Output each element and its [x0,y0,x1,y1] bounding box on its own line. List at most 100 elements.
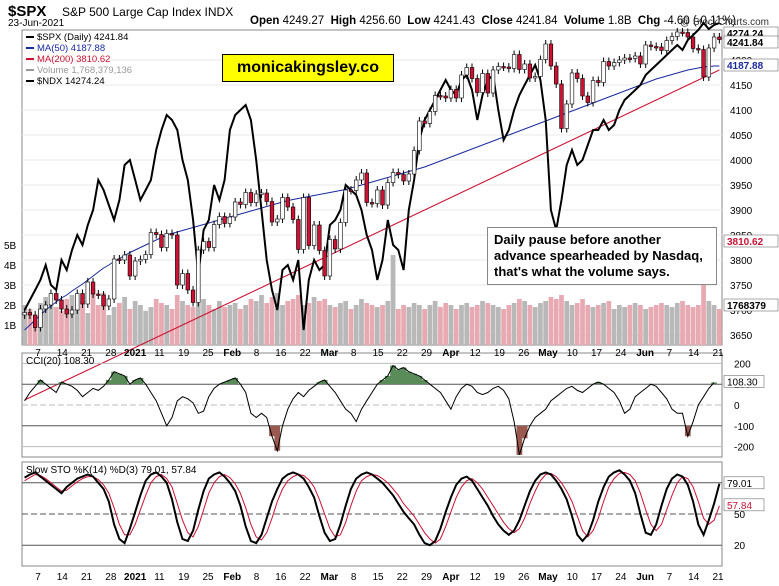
volume-label: Volume [563,15,605,27]
volume-bar [374,307,380,345]
price-candle [164,233,169,248]
price-candle [117,258,122,261]
sto-title: Slow STO %K(14) %D(3) 79.01, 57.84 [26,465,197,476]
volume-bar [690,307,696,345]
x-tick-label: 21 [81,348,93,359]
open-label: Open [250,15,280,27]
close-value-tag-bg [723,35,779,49]
x-tick-label-bottom: Mar [321,572,339,583]
volume-bar [464,303,470,345]
volume-bar [290,299,296,345]
x-tick-label: Apr [442,348,459,359]
price-candle [159,234,164,248]
volume-tick-label: 5B [4,241,17,252]
volume-bar [517,299,522,345]
x-tick-label: 22 [300,348,312,359]
price-tick-label: 4000 [730,156,753,167]
price-candle [85,281,90,305]
price-candle [59,299,64,310]
price-candle [48,293,54,306]
volume-bar [590,307,596,345]
volume-bar [106,315,112,345]
price-candle [154,232,159,235]
x-tick-label-bottom: 14 [57,572,69,583]
x-tick-label: 28 [105,348,117,359]
price-tick-label: 4050 [730,131,753,142]
x-tick-label-bottom: 7 [35,572,41,583]
price-candle [248,192,254,203]
volume-bar [285,301,291,345]
x-tick-label-bottom: 12 [470,572,482,583]
price-candle [338,222,343,250]
open-value: 4249.27 [282,15,325,27]
price-candle [238,201,243,205]
price-candle [464,67,469,76]
brand-watermark: monicakingsley.co [222,54,394,82]
volume-tick-label: 2B [4,301,17,312]
volume-bar [359,299,364,345]
volume-bar [348,309,354,345]
x-tick-label-bottom: May [538,572,558,583]
price-candle [296,219,301,250]
price-candle [538,59,543,77]
x-tick-label-bottom: 19 [494,572,506,583]
volume-bar [243,305,249,345]
chart-date: 23-Jun-2021 [8,18,65,29]
price-candle [569,72,575,105]
price-candle [696,48,701,51]
volume-bar [306,303,312,345]
price-candle [348,189,354,192]
price-candle [311,224,317,246]
chart-header: $SPX S&P 500 Large Cap Index INDX 23-Jun… [0,0,779,30]
volume-bar [443,303,449,345]
volume-bar [627,305,633,345]
x-tick-label: 19 [178,348,190,359]
price-candle [343,189,348,223]
price-candle [438,95,443,98]
price-candle [333,239,338,250]
volume-bar [606,301,612,345]
volume-bar [32,321,38,345]
price-candle [601,61,606,83]
price-candle [75,293,80,311]
volume-bar [95,305,101,345]
volume-bar [85,313,91,345]
price-candle [359,172,364,181]
price-candle [406,173,411,182]
annotation-box: Daily pause before another advance spear… [487,227,717,285]
price-candle [659,46,664,51]
volume-value: 1.8B [607,15,632,27]
volume-bar [674,303,680,345]
volume-bar [338,303,343,345]
volume-bar [717,309,722,345]
volume-bar [401,305,406,345]
x-tick-label-bottom: 2021 [124,572,147,583]
volume-bar [380,305,385,345]
cci-value-tag: 108.30 [727,377,758,388]
x-tick-label: Feb [223,348,241,359]
x-tick-label: 25 [202,348,214,359]
cci-title: CCI(20) 108.30 [26,356,95,367]
price-candle [411,150,417,175]
price-candle [169,233,175,236]
x-tick-label-bottom: 15 [372,572,384,583]
price-tick-label: 3750 [730,281,753,292]
volume-bar [264,303,270,345]
price-candle [711,36,717,49]
volume-bar [390,255,396,345]
x-tick-label-bottom: 19 [178,572,190,583]
x-tick-label-bottom: 22 [300,572,312,583]
x-tick-label-bottom: 29 [421,572,433,583]
volume-bar [527,305,533,345]
x-tick-label: 15 [372,348,384,359]
x-tick-label: May [538,348,558,359]
price-candle [548,43,554,67]
price-candle [180,273,185,286]
close-value: 4241.84 [516,15,558,27]
price-candle [443,95,448,99]
volume-bar [711,305,717,345]
price-candle [306,197,311,246]
x-tick-label-bottom: 7 [667,572,673,583]
price-candle [269,201,275,223]
price-candle [364,172,369,203]
